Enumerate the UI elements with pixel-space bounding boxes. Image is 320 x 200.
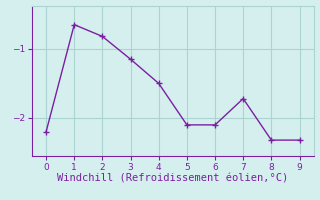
X-axis label: Windchill (Refroidissement éolien,°C): Windchill (Refroidissement éolien,°C) [57, 173, 288, 183]
